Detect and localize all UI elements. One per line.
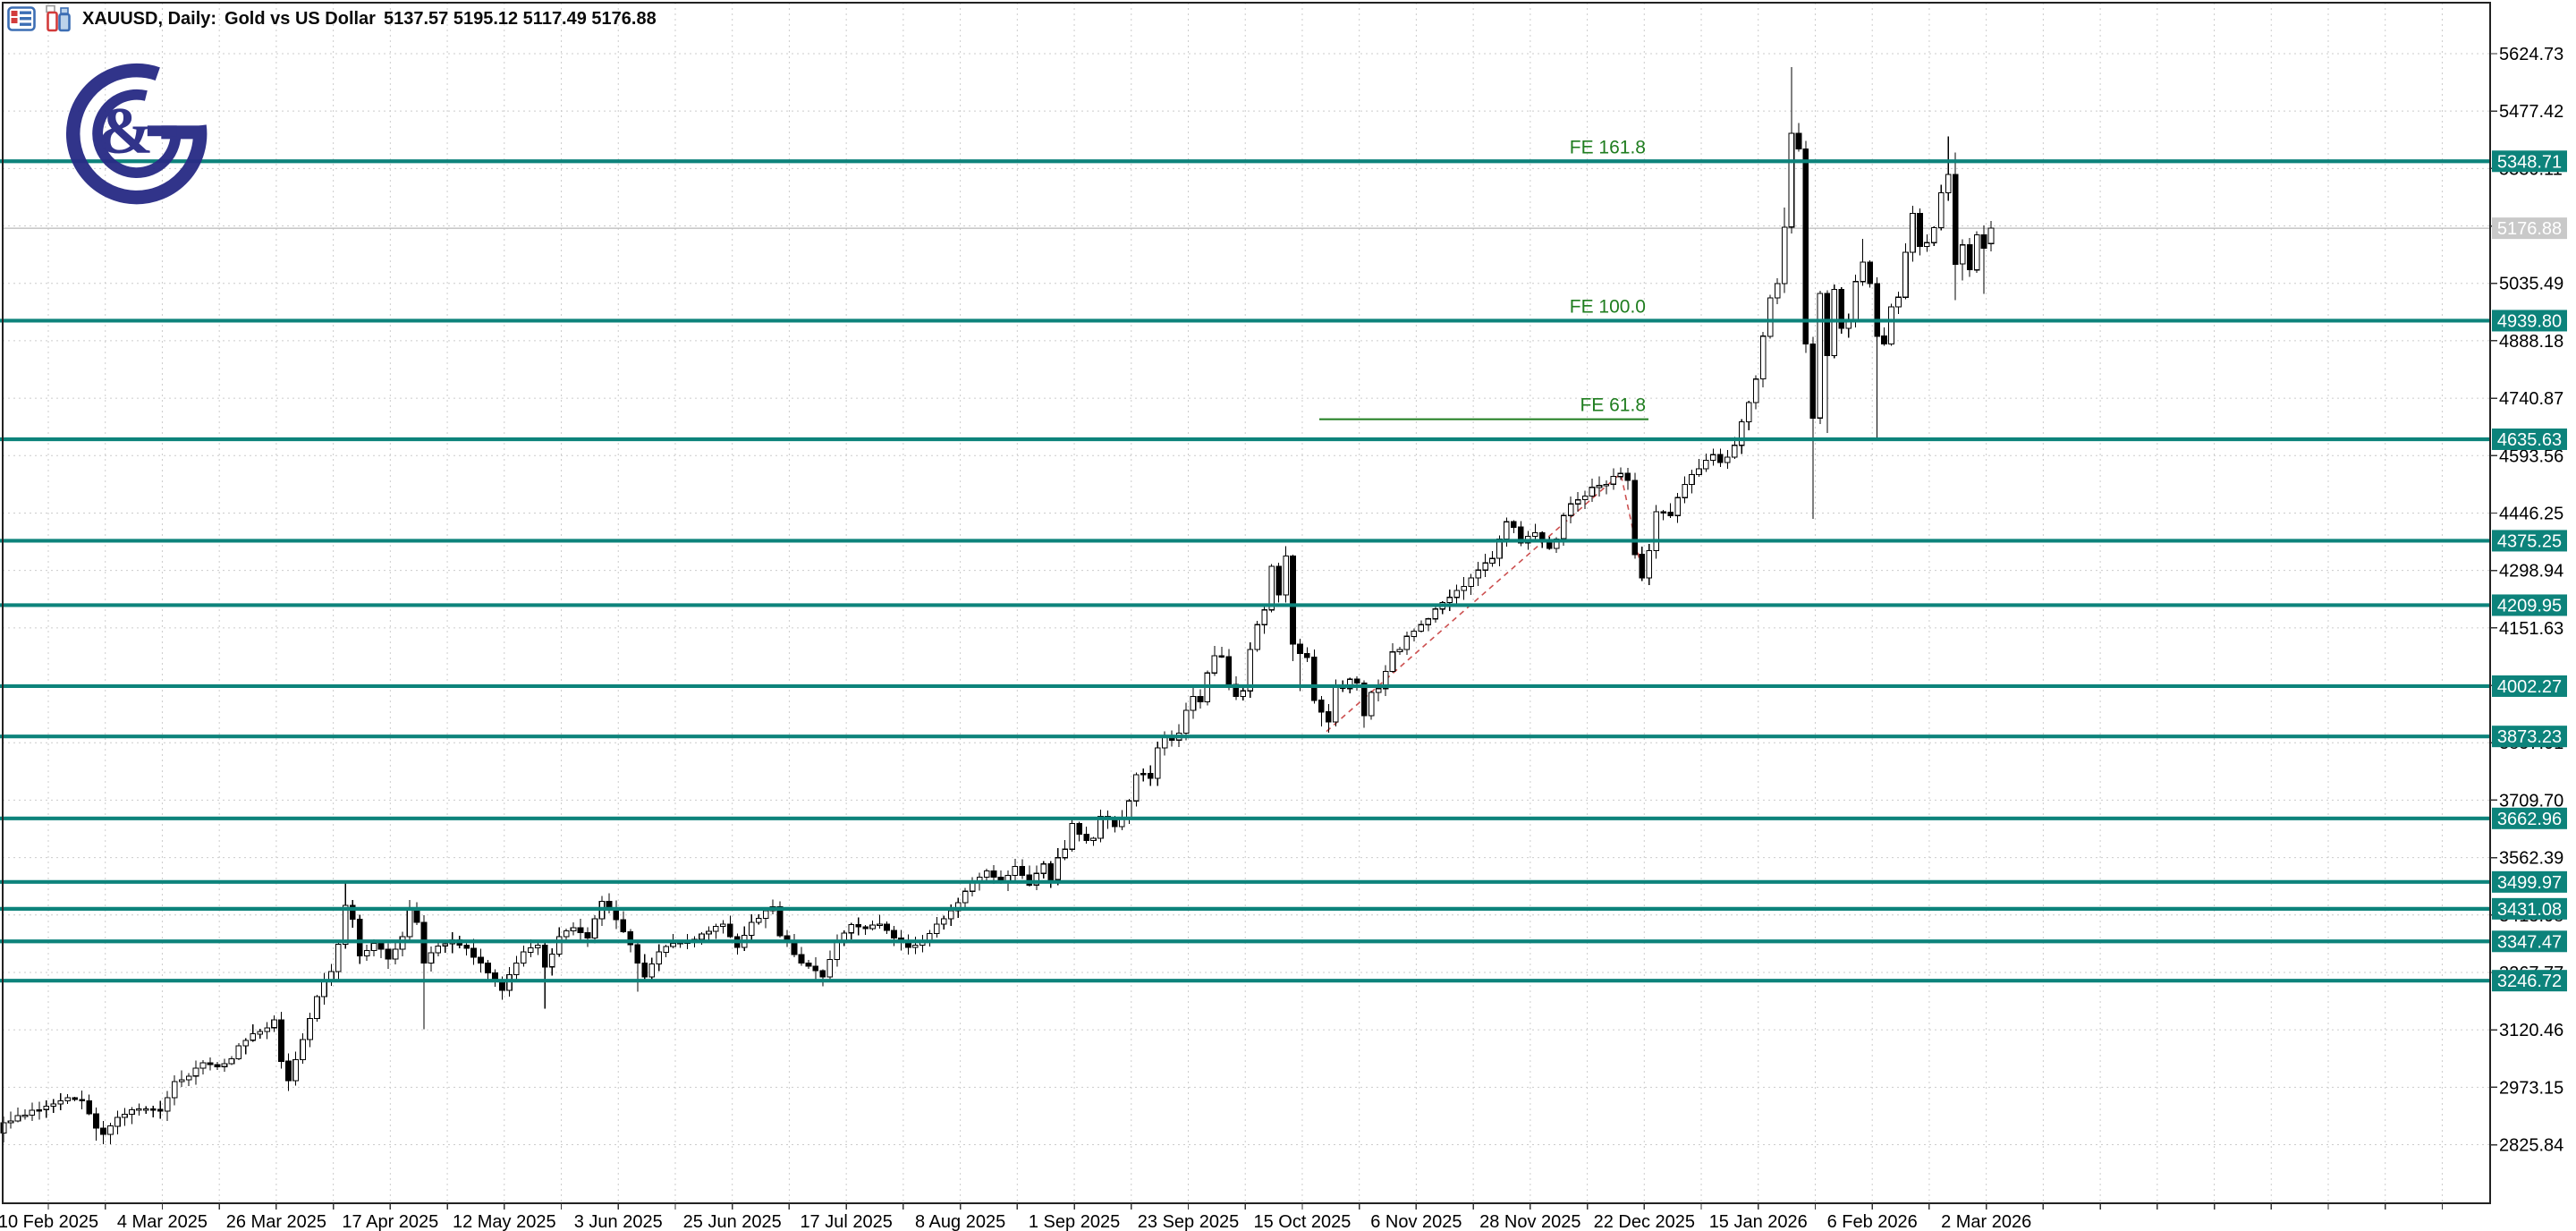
time-axis[interactable]: 10 Feb 2025 4 Mar 2025 26 Mar 2025 17 Apr 2… xyxy=(0,1203,2444,1231)
svg-text:28 Nov 2025: 28 Nov 2025 xyxy=(1479,1212,1580,1231)
svg-text:26 Mar 2025: 26 Mar 2025 xyxy=(226,1212,326,1231)
svg-text:6 Feb 2026: 6 Feb 2026 xyxy=(1827,1212,1918,1231)
current-price-badge xyxy=(2492,217,2567,240)
svg-text:12 May 2025: 12 May 2025 xyxy=(453,1212,556,1231)
svg-text:5477.42: 5477.42 xyxy=(2499,102,2563,122)
svg-text:5176.88: 5176.88 xyxy=(2497,219,2562,239)
instrument-description: Gold vs US Dollar xyxy=(225,8,376,29)
svg-text:5035.49: 5035.49 xyxy=(2499,275,2563,294)
svg-text:22 Dec 2025: 22 Dec 2025 xyxy=(1594,1212,1695,1231)
teal-level-lines xyxy=(0,159,2490,983)
svg-text:2 Mar 2026: 2 Mar 2026 xyxy=(1941,1212,2031,1231)
quotes-table-icon[interactable] xyxy=(7,4,36,33)
svg-text:3709.70: 3709.70 xyxy=(2499,791,2563,811)
svg-text:25 Jun 2025: 25 Jun 2025 xyxy=(683,1212,782,1231)
svg-text:4209.95: 4209.95 xyxy=(2497,596,2562,616)
logo-ampersand: & xyxy=(97,95,153,168)
svg-text:6 Nov 2025: 6 Nov 2025 xyxy=(1370,1212,1462,1231)
svg-text:3873.23: 3873.23 xyxy=(2497,727,2562,747)
svg-text:4939.80: 4939.80 xyxy=(2497,311,2562,331)
svg-text:5624.73: 5624.73 xyxy=(2499,45,2563,64)
svg-text:4298.94: 4298.94 xyxy=(2499,562,2563,582)
svg-text:4740.87: 4740.87 xyxy=(2499,389,2563,409)
svg-text:4 Mar 2025: 4 Mar 2025 xyxy=(117,1212,208,1231)
svg-text:2825.84: 2825.84 xyxy=(2499,1136,2563,1156)
svg-text:3431.08: 3431.08 xyxy=(2497,900,2562,920)
svg-text:3246.72: 3246.72 xyxy=(2497,972,2562,991)
svg-text:17 Apr 2025: 17 Apr 2025 xyxy=(342,1212,438,1231)
svg-text:4151.63: 4151.63 xyxy=(2499,619,2563,639)
svg-text:4593.56: 4593.56 xyxy=(2499,446,2563,466)
svg-text:3662.96: 3662.96 xyxy=(2497,810,2562,829)
ohlc-readout: 5137.57 5195.12 5117.49 5176.88 xyxy=(383,8,657,29)
svg-text:4002.27: 4002.27 xyxy=(2497,677,2562,697)
svg-text:4888.18: 4888.18 xyxy=(2499,332,2563,352)
svg-text:FE 100.0: FE 100.0 xyxy=(1570,296,1646,317)
svg-text:10 Feb 2025: 10 Feb 2025 xyxy=(0,1212,98,1231)
grid xyxy=(3,3,2490,1203)
svg-text:FE 61.8: FE 61.8 xyxy=(1580,395,1646,416)
svg-text:4375.25: 4375.25 xyxy=(2497,531,2562,551)
svg-text:3 Jun 2025: 3 Jun 2025 xyxy=(574,1212,663,1231)
fe-level-lines xyxy=(1319,160,1648,420)
svg-text:2973.15: 2973.15 xyxy=(2499,1078,2563,1098)
price-axis[interactable]: 2825.842973.153120.463267.773415.083562.… xyxy=(2490,45,2567,1156)
svg-text:4446.25: 4446.25 xyxy=(2499,504,2563,523)
plot-border xyxy=(2,2,2491,1204)
symbol-period-label: XAUUSD, Daily: xyxy=(82,8,217,29)
svg-text:FE 161.8: FE 161.8 xyxy=(1570,137,1646,157)
svg-text:5348.71: 5348.71 xyxy=(2497,152,2562,172)
svg-text:15 Oct 2025: 15 Oct 2025 xyxy=(1253,1212,1351,1231)
svg-text:3499.97: 3499.97 xyxy=(2497,873,2562,893)
chart-header: XAUUSD, Daily: Gold vs US Dollar 5137.57… xyxy=(7,4,657,33)
svg-text:8 Aug 2025: 8 Aug 2025 xyxy=(915,1212,1005,1231)
svg-text:15 Jan 2026: 15 Jan 2026 xyxy=(1709,1212,1808,1231)
chart-bars-icon[interactable] xyxy=(44,4,74,33)
broker-logo: & xyxy=(66,63,208,205)
svg-text:1 Sep 2025: 1 Sep 2025 xyxy=(1029,1212,1120,1231)
svg-text:3120.46: 3120.46 xyxy=(2499,1021,2563,1040)
svg-text:23 Sep 2025: 23 Sep 2025 xyxy=(1138,1212,1239,1231)
svg-text:17 Jul 2025: 17 Jul 2025 xyxy=(800,1212,892,1231)
svg-text:3562.39: 3562.39 xyxy=(2499,849,2563,869)
svg-text:4635.63: 4635.63 xyxy=(2497,430,2562,450)
fe-level-labels: FE 161.8 FE 100.0 FE 61.8 xyxy=(1570,137,1646,415)
svg-text:3347.47: 3347.47 xyxy=(2497,932,2562,952)
